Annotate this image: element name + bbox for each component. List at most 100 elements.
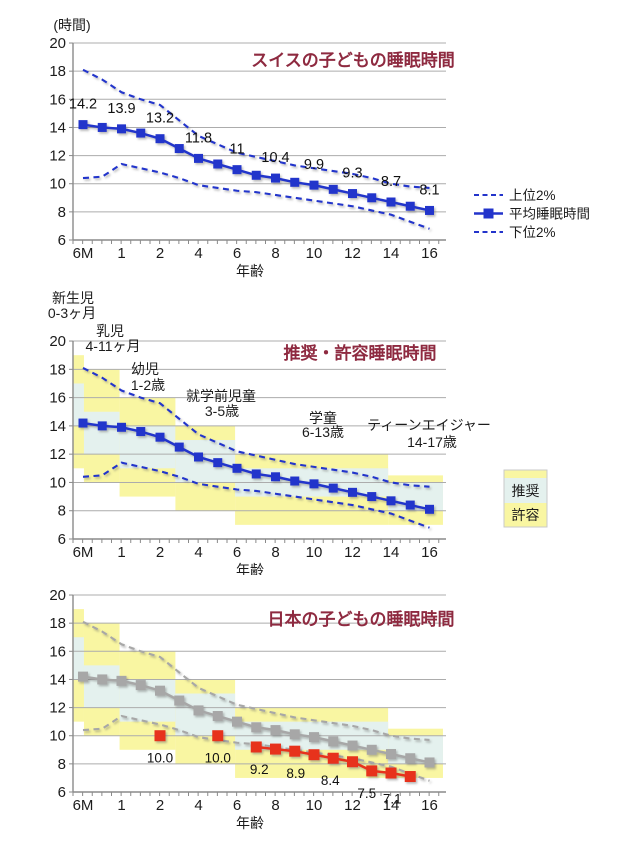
y-tick-label: 8: [58, 503, 66, 520]
series-marker: [174, 442, 184, 452]
x-tick-label: 8: [271, 245, 279, 262]
age-group-label: 幼児: [131, 361, 159, 377]
series-marker: [174, 144, 184, 154]
point-label: 7.5: [357, 786, 376, 801]
y-tick-label: 16: [49, 91, 66, 108]
y-tick-label: 12: [49, 148, 66, 165]
point-label: 10.0: [147, 751, 173, 766]
series-marker: [289, 729, 300, 740]
series-marker: [347, 756, 358, 768]
series-marker: [194, 452, 203, 462]
point-label: 13.2: [146, 111, 174, 127]
series-marker: [385, 767, 397, 779]
age-group-label: 就学前児童: [186, 388, 256, 404]
percentile-line: [82, 461, 430, 529]
series-marker: [366, 744, 377, 755]
age-group-label: 学童: [309, 410, 337, 426]
point-label: 11: [229, 142, 244, 158]
legend-label: 平均睡眠時間: [509, 207, 590, 222]
series-marker: [136, 427, 146, 437]
point-label: 10.0: [205, 751, 231, 766]
series-marker: [404, 771, 416, 783]
chart-title: スイスの子どもの睡眠時間: [251, 50, 455, 70]
series-marker: [367, 193, 377, 203]
point-label: 8.4: [321, 773, 340, 788]
series-marker: [155, 685, 165, 696]
series-marker: [250, 741, 262, 753]
point-label: 9.9: [304, 157, 324, 173]
series-marker: [213, 458, 223, 468]
x-tick-label: 12: [344, 245, 361, 262]
x-tick-label: 6: [233, 544, 241, 561]
age-group-label: 14-17歳: [407, 434, 457, 450]
japan-isolated-points: [154, 730, 224, 742]
series-marker: [155, 134, 165, 144]
series-marker: [194, 153, 203, 163]
x-tick-label: 16: [421, 797, 438, 814]
series-marker: [271, 472, 280, 482]
series-marker: [271, 173, 280, 183]
point-label: 10.4: [261, 150, 289, 166]
series-marker: [386, 496, 396, 506]
legend-square-swatch: [483, 208, 494, 219]
x-tick-label: 6: [233, 797, 241, 814]
series-marker: [232, 463, 242, 473]
y-tick-label: 6: [58, 531, 66, 548]
band-recommended: [83, 411, 120, 455]
x-tick-label: 6M: [73, 797, 94, 814]
x-tick-label: 12: [344, 797, 361, 814]
series-marker: [367, 492, 377, 502]
x-tick-label: 2: [156, 245, 164, 262]
y-tick-label: 6: [58, 784, 66, 801]
y-tick-label: 20: [49, 35, 66, 52]
y-tick-label: 8: [58, 756, 66, 773]
x-axis-title: 年齢: [236, 815, 264, 831]
series-marker: [155, 432, 165, 442]
y-tick-label: 8: [58, 204, 66, 221]
series-marker: [97, 421, 107, 431]
series-marker: [251, 469, 261, 479]
series-marker: [193, 705, 204, 716]
x-tick-label: 2: [156, 544, 164, 561]
series-marker: [328, 483, 338, 493]
chart-title: 推奨・許容睡眠時間: [284, 343, 437, 363]
band-recommended: [83, 665, 120, 708]
percentile-line-gray: [82, 620, 430, 741]
series-marker: [174, 695, 185, 706]
series-marker: [309, 732, 319, 743]
legend-label: 下位2%: [509, 225, 556, 240]
series-marker: [309, 180, 319, 190]
point-label: 8.7: [381, 174, 401, 190]
x-tick-label: 6M: [73, 245, 94, 262]
series-marker: [290, 177, 300, 187]
series-marker: [270, 743, 281, 755]
y-tick-label: 12: [49, 446, 66, 463]
age-group-label: 1-2歳: [131, 377, 165, 393]
series-marker: [78, 418, 88, 428]
age-group-label: ティーンエイジャー: [367, 417, 491, 433]
band-legend-border: [503, 469, 548, 528]
series-marker: [328, 184, 338, 194]
y-tick-label: 20: [49, 587, 66, 604]
age-group-label: 6-13歳: [302, 424, 344, 440]
series-marker: [328, 736, 339, 747]
y-tick-label: 6: [58, 232, 66, 249]
band-recommended: [175, 440, 236, 483]
y-tick-label: 18: [49, 361, 66, 378]
x-tick-label: 10: [306, 544, 323, 561]
y-tick-label: 20: [49, 333, 66, 350]
series-marker: [78, 120, 88, 130]
y-tick-label: 14: [49, 671, 66, 688]
y-tick-label: 14: [49, 119, 66, 136]
x-axis-title: 年齢: [236, 562, 264, 575]
series-marker: [348, 487, 357, 497]
series-marker: [309, 479, 319, 489]
x-axis-title: 年齢: [236, 263, 264, 279]
mean-sleep-series: [78, 418, 434, 514]
y-tick-label: 18: [49, 63, 66, 80]
chart-title: 日本の子どもの睡眠時間: [268, 609, 455, 629]
y-tick-label: 10: [49, 728, 66, 745]
